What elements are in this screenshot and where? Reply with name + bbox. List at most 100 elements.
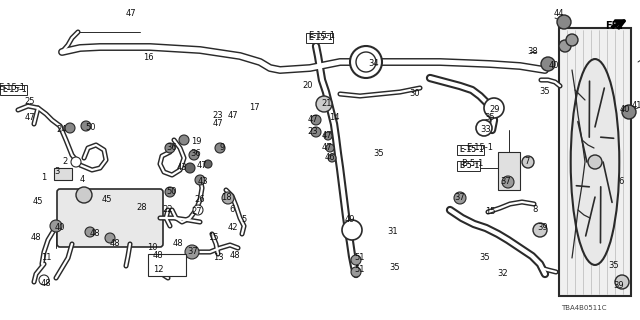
Circle shape <box>76 187 92 203</box>
Text: 36: 36 <box>166 143 177 153</box>
Circle shape <box>165 187 175 197</box>
Text: 40: 40 <box>55 223 65 233</box>
Circle shape <box>215 143 225 153</box>
Text: 36: 36 <box>191 149 202 158</box>
Circle shape <box>65 123 75 133</box>
Text: 17: 17 <box>249 103 259 113</box>
Bar <box>457 161 479 171</box>
Text: 30: 30 <box>410 90 420 99</box>
Circle shape <box>622 105 636 119</box>
Text: 47: 47 <box>322 143 332 153</box>
Text: 8: 8 <box>532 205 538 214</box>
Text: 13: 13 <box>212 253 223 262</box>
Circle shape <box>351 255 361 265</box>
Circle shape <box>179 135 189 145</box>
Circle shape <box>105 233 115 243</box>
Text: TBA4B0511C: TBA4B0511C <box>561 305 607 311</box>
Text: 39: 39 <box>538 223 548 233</box>
Circle shape <box>522 156 534 168</box>
Text: 5: 5 <box>241 215 246 225</box>
Text: 43: 43 <box>177 164 188 172</box>
FancyBboxPatch shape <box>57 189 163 247</box>
Text: E-15-1: E-15-1 <box>2 85 27 94</box>
Bar <box>457 145 484 155</box>
Bar <box>306 33 333 43</box>
Text: 42: 42 <box>228 223 238 233</box>
Circle shape <box>311 115 321 125</box>
Text: 21: 21 <box>322 100 332 108</box>
Circle shape <box>71 157 81 167</box>
Text: 47: 47 <box>212 119 223 129</box>
Text: 11: 11 <box>41 253 51 262</box>
Circle shape <box>326 144 334 152</box>
Circle shape <box>541 57 555 71</box>
Text: B-5-1: B-5-1 <box>459 162 479 171</box>
Text: 45: 45 <box>102 196 112 204</box>
Circle shape <box>185 163 195 173</box>
Text: 25: 25 <box>25 98 35 107</box>
Circle shape <box>559 40 571 52</box>
Circle shape <box>185 245 199 259</box>
Circle shape <box>566 34 578 46</box>
Text: 48: 48 <box>109 238 120 247</box>
Text: 29: 29 <box>490 106 500 115</box>
Circle shape <box>50 220 62 232</box>
Text: 48: 48 <box>173 238 183 247</box>
Circle shape <box>316 96 332 112</box>
Text: E-15-1: E-15-1 <box>2 85 27 94</box>
Text: 48: 48 <box>230 251 240 260</box>
Text: E-15-1: E-15-1 <box>308 34 333 43</box>
Text: 6: 6 <box>229 205 235 214</box>
Text: 6: 6 <box>618 178 624 187</box>
Text: 51: 51 <box>355 253 365 262</box>
Circle shape <box>328 154 336 162</box>
Circle shape <box>588 155 602 169</box>
Text: 12: 12 <box>153 266 163 275</box>
Text: 16: 16 <box>143 53 154 62</box>
Text: 40: 40 <box>548 61 559 70</box>
Text: 43: 43 <box>198 178 208 187</box>
Text: 35: 35 <box>480 253 490 262</box>
Text: 10: 10 <box>147 244 157 252</box>
Text: 39: 39 <box>614 282 624 291</box>
Text: 23: 23 <box>212 111 223 121</box>
Circle shape <box>356 52 376 72</box>
Text: 35: 35 <box>390 263 400 273</box>
Text: 7: 7 <box>524 157 530 166</box>
Text: 23: 23 <box>308 127 318 137</box>
Circle shape <box>85 227 95 237</box>
Text: 35: 35 <box>609 261 620 270</box>
Text: 31: 31 <box>388 228 398 236</box>
Text: 46: 46 <box>324 154 335 163</box>
Text: 47: 47 <box>322 132 332 140</box>
Text: 22: 22 <box>163 205 173 214</box>
Text: 48: 48 <box>31 233 42 242</box>
Circle shape <box>222 192 234 204</box>
Text: 20: 20 <box>303 82 313 91</box>
Circle shape <box>193 205 203 215</box>
Circle shape <box>189 150 199 160</box>
Text: 50: 50 <box>86 124 96 132</box>
Text: E-15-1: E-15-1 <box>459 146 484 155</box>
Text: 24: 24 <box>57 125 67 134</box>
Text: 48: 48 <box>41 278 51 287</box>
Text: 50: 50 <box>167 188 177 196</box>
Text: 3: 3 <box>54 167 60 177</box>
Text: 33: 33 <box>481 125 492 134</box>
Text: B-5-1: B-5-1 <box>459 162 479 171</box>
Text: 35: 35 <box>540 87 550 97</box>
Text: 34: 34 <box>369 60 380 68</box>
Text: FR.: FR. <box>605 21 623 31</box>
Text: 28: 28 <box>137 204 147 212</box>
Bar <box>559 28 631 296</box>
Circle shape <box>311 127 321 137</box>
Text: 51: 51 <box>355 266 365 275</box>
Text: 37: 37 <box>188 247 198 257</box>
Text: 26: 26 <box>195 196 205 204</box>
Text: 48: 48 <box>153 251 163 260</box>
Circle shape <box>324 132 332 140</box>
Circle shape <box>484 98 504 118</box>
Text: 18: 18 <box>221 194 231 203</box>
Circle shape <box>165 143 175 153</box>
Text: 47: 47 <box>228 111 238 121</box>
